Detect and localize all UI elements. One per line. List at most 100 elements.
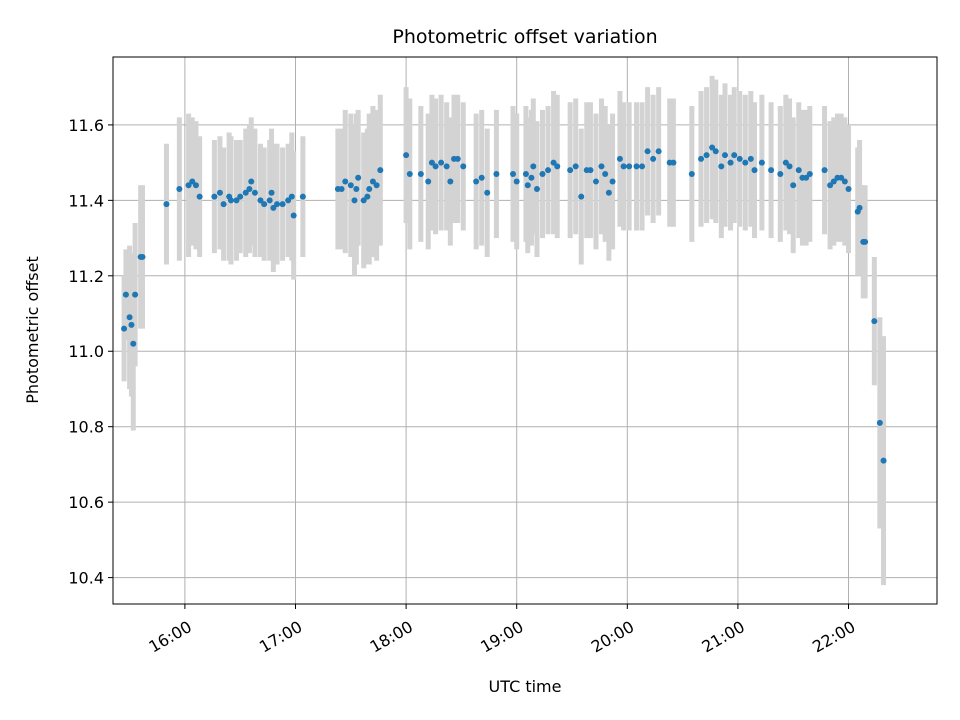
- data-point: [768, 167, 775, 174]
- data-point: [528, 174, 535, 181]
- data-point: [373, 182, 380, 189]
- data-point: [122, 291, 129, 298]
- data-point: [268, 189, 275, 196]
- data-point: [121, 325, 128, 332]
- data-point: [786, 163, 793, 170]
- data-points: [121, 144, 887, 464]
- data-point: [616, 155, 623, 162]
- data-point: [578, 193, 585, 200]
- data-point: [189, 178, 196, 185]
- data-point: [270, 204, 277, 211]
- data-point: [567, 167, 574, 174]
- data-point: [353, 186, 360, 193]
- data-point: [698, 155, 705, 162]
- data-point: [587, 167, 594, 174]
- data-point: [550, 159, 557, 166]
- data-point: [454, 155, 461, 162]
- data-point: [266, 197, 273, 204]
- data-point: [845, 186, 852, 193]
- data-point: [626, 163, 633, 170]
- data-point: [655, 148, 662, 155]
- data-point: [871, 318, 878, 325]
- data-point: [592, 178, 599, 185]
- data-point: [841, 178, 848, 185]
- data-point: [605, 189, 612, 196]
- data-point: [132, 291, 139, 298]
- data-point: [342, 178, 349, 185]
- data-point: [233, 197, 240, 204]
- data-point: [347, 182, 354, 189]
- data-point: [727, 159, 734, 166]
- data-point: [795, 167, 802, 174]
- data-point: [650, 155, 657, 162]
- data-point: [688, 170, 695, 177]
- data-point: [130, 340, 137, 347]
- data-point: [644, 148, 651, 155]
- data-point: [670, 159, 677, 166]
- y-tick-label: 11.0: [68, 342, 104, 361]
- data-point: [522, 170, 529, 177]
- data-point: [510, 170, 517, 177]
- data-point: [731, 152, 738, 159]
- data-point: [216, 189, 223, 196]
- data-point: [288, 193, 295, 200]
- data-point: [830, 178, 837, 185]
- data-point: [758, 159, 765, 166]
- data-point: [620, 163, 627, 170]
- data-point: [493, 170, 500, 177]
- data-point: [377, 167, 384, 174]
- data-point: [530, 163, 537, 170]
- data-point: [736, 155, 743, 162]
- data-point: [211, 193, 218, 200]
- data-point: [598, 163, 605, 170]
- data-point: [633, 163, 640, 170]
- data-point: [251, 189, 258, 196]
- data-point: [777, 170, 784, 177]
- data-point: [299, 193, 306, 200]
- data-point: [862, 238, 869, 245]
- data-point: [609, 178, 616, 185]
- data-point: [443, 163, 450, 170]
- data-point: [220, 201, 227, 208]
- data-point: [428, 159, 435, 166]
- data-point: [554, 163, 561, 170]
- data-point: [261, 201, 268, 208]
- data-point: [478, 174, 485, 181]
- data-point: [285, 197, 292, 204]
- data-point: [856, 204, 863, 211]
- data-point: [718, 163, 725, 170]
- data-point: [290, 212, 297, 219]
- plot-frame: [112, 56, 938, 605]
- data-point: [827, 182, 834, 189]
- data-point: [460, 163, 467, 170]
- data-point: [338, 186, 345, 193]
- data-point: [513, 178, 520, 185]
- data-point: [473, 178, 480, 185]
- data-point: [438, 159, 445, 166]
- data-point: [806, 170, 813, 177]
- data-point: [406, 170, 413, 177]
- data-point: [274, 201, 281, 208]
- data-point: [524, 182, 531, 189]
- data-point: [880, 457, 887, 464]
- data-point: [279, 201, 286, 208]
- data-point: [351, 197, 358, 204]
- data-point: [712, 148, 719, 155]
- data-point: [364, 193, 371, 200]
- data-point: [257, 197, 264, 204]
- data-point: [366, 186, 373, 193]
- data-point: [185, 182, 192, 189]
- data-point: [484, 189, 491, 196]
- data-point: [192, 182, 199, 189]
- data-point: [163, 201, 170, 208]
- data-point: [742, 159, 749, 166]
- data-point: [790, 182, 797, 189]
- data-point: [417, 170, 424, 177]
- data-point: [176, 186, 183, 193]
- data-point: [876, 419, 883, 426]
- data-point: [246, 186, 253, 193]
- data-point: [751, 167, 758, 174]
- data-point: [139, 253, 146, 260]
